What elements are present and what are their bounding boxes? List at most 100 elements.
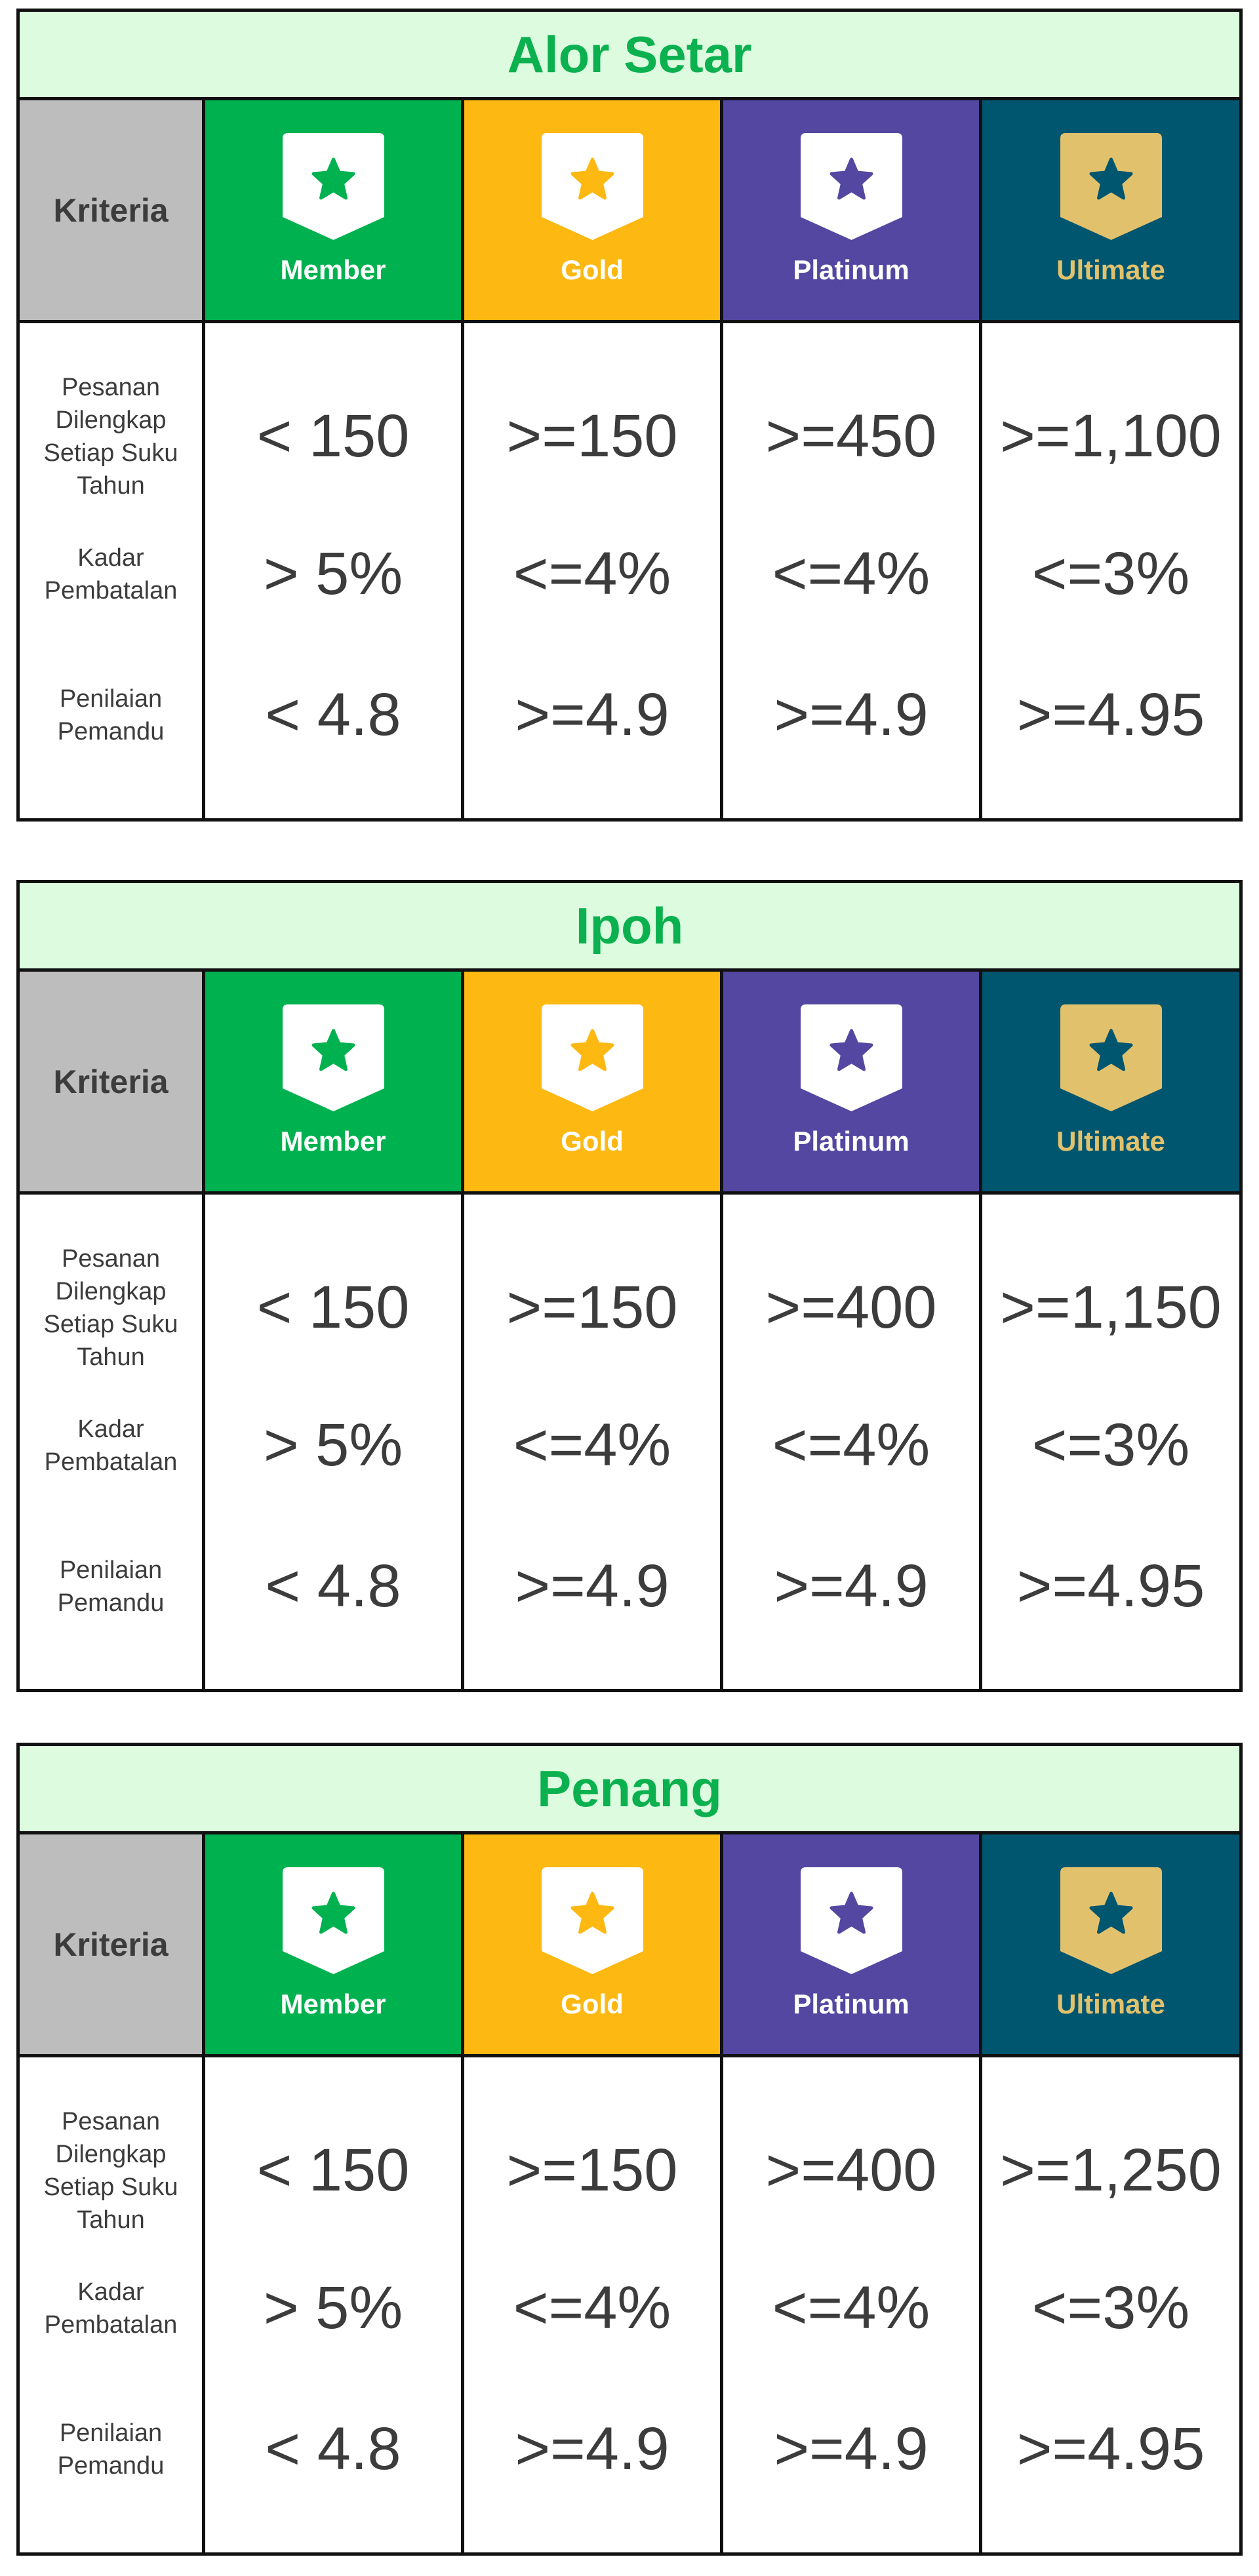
criterion-cancel: Kadar Pembatalan (20, 2238, 202, 2379)
star-shield-icon (541, 1867, 643, 1974)
criterion-rating: Penilaian Pemandu (20, 2379, 202, 2520)
rating-value: >=4.9 (774, 681, 929, 748)
star-shield-icon (800, 1867, 902, 1974)
tier-header-ultimate: Ultimate (982, 972, 1239, 1191)
orders-value: < 150 (256, 1274, 410, 1341)
criterion-orders-line: Pesanan (61, 373, 160, 401)
orders-value: >=150 (506, 2137, 678, 2204)
values-member: < 150 > 5% < 4.8 (205, 2057, 464, 2552)
tier-name-ultimate: Ultimate (1056, 1126, 1165, 1157)
criterion-orders: Pesanan Dilengkap Setiap Suku Tahun (20, 2097, 202, 2238)
orders-value: >=1,100 (1000, 403, 1222, 469)
criterion-orders-line: Setiap Suku (43, 1310, 178, 1338)
kriteria-label: Kriteria (53, 1926, 169, 1963)
star-shield-icon (1060, 1004, 1162, 1111)
tier-name-ultimate: Ultimate (1056, 1989, 1165, 2019)
values-platinum: >=400 <=4% >=4.9 (723, 2057, 982, 2552)
values-gold: >=150 <=4% >=4.9 (464, 1195, 723, 1689)
region-title-bar: Alor Setar (20, 12, 1239, 100)
tier-table: Kriteria Member Gold (20, 972, 1239, 1689)
cancel-rate-value: <=4% (513, 1412, 671, 1478)
criterion-orders-line: Setiap Suku (43, 439, 178, 467)
tier-header-ultimate: Ultimate (982, 100, 1239, 320)
cancel-rate-value: > 5% (263, 2274, 403, 2341)
criteria-body-row: Pesanan Dilengkap Setiap Suku Tahun Kada… (20, 1195, 1239, 1689)
header-row: Kriteria Member Gold (20, 972, 1239, 1195)
tier-name-platinum: Platinum (793, 254, 909, 285)
region-title-bar: Penang (20, 1746, 1239, 1834)
values-gold: >=150 <=4% >=4.9 (464, 2057, 723, 2552)
criterion-orders-line: Dilengkap (55, 2140, 167, 2168)
star-shield-icon (282, 1004, 384, 1111)
rating-value: >=4.9 (515, 2415, 669, 2482)
rating-value: < 4.8 (265, 681, 401, 748)
rating-value: >=4.9 (774, 1553, 929, 1619)
criterion-orders: Pesanan Dilengkap Setiap Suku Tahun (20, 1234, 202, 1375)
star-shield-icon (800, 133, 902, 240)
star-shield-icon (541, 133, 643, 240)
criterion-orders-line: Pesanan (61, 2107, 160, 2135)
orders-value: >=400 (765, 1274, 937, 1341)
criterion-orders-line: Dilengkap (55, 406, 167, 434)
tier-header-member: Member (205, 100, 464, 320)
orders-value: < 150 (256, 403, 410, 469)
cancel-rate-value: <=4% (772, 2274, 930, 2341)
orders-value: < 150 (256, 2137, 410, 2204)
criterion-cancel: Kadar Pembatalan (20, 1375, 202, 1516)
rating-value: >=4.9 (515, 1553, 669, 1619)
criteria-labels: Pesanan Dilengkap Setiap Suku Tahun Kada… (20, 2057, 205, 2552)
tier-name-gold: Gold (561, 1126, 624, 1157)
criterion-rating-line: Penilaian (59, 684, 163, 713)
criterion-rating-line: Penilaian (59, 2419, 163, 2447)
criterion-cancel-line: Pembatalan (44, 2310, 178, 2339)
kriteria-label: Kriteria (53, 1063, 169, 1100)
tier-table: Kriteria Member Gold (20, 1834, 1239, 2552)
region-title: Ipoh (575, 896, 684, 955)
criterion-orders-line: Tahun (77, 1343, 145, 1371)
star-shield-icon (1060, 1867, 1162, 1974)
tier-header-gold: Gold (464, 100, 723, 320)
criterion-orders: Pesanan Dilengkap Setiap Suku Tahun (20, 363, 202, 504)
rating-value: >=4.95 (1016, 2415, 1205, 2482)
orders-value: >=400 (765, 2137, 937, 2204)
orders-value: >=150 (506, 403, 678, 469)
criterion-orders-line: Tahun (77, 2206, 145, 2234)
header-row: Kriteria Member Gold (20, 100, 1239, 323)
region-title: Penang (537, 1759, 722, 1817)
criteria-body-row: Pesanan Dilengkap Setiap Suku Tahun Kada… (20, 2057, 1239, 2552)
tier-name-member: Member (280, 1989, 386, 2019)
tier-name-platinum: Platinum (793, 1989, 909, 2019)
criterion-cancel: Kadar Pembatalan (20, 504, 202, 644)
cancel-rate-value: > 5% (263, 1412, 403, 1478)
tier-header-platinum: Platinum (723, 100, 982, 320)
cancel-rate-value: > 5% (263, 540, 403, 607)
criterion-cancel-line: Kadar (77, 1415, 144, 1443)
tier-name-member: Member (280, 1126, 386, 1157)
criterion-rating: Penilaian Pemandu (20, 644, 202, 785)
star-shield-icon (282, 1867, 384, 1974)
criteria-labels: Pesanan Dilengkap Setiap Suku Tahun Kada… (20, 1195, 205, 1689)
rating-value: >=4.95 (1016, 681, 1205, 748)
cancel-rate-value: <=3% (1031, 1412, 1190, 1478)
star-shield-icon (800, 1004, 902, 1111)
criterion-orders-line: Dilengkap (55, 1277, 167, 1305)
criterion-cancel-line: Pembatalan (44, 1448, 178, 1476)
rating-value: < 4.8 (265, 1553, 401, 1619)
values-ultimate: >=1,100 <=3% >=4.95 (982, 323, 1239, 818)
tier-header-gold: Gold (464, 1834, 723, 2054)
tier-name-platinum: Platinum (793, 1126, 909, 1157)
tier-header-member: Member (205, 972, 464, 1191)
kriteria-header-cell: Kriteria (20, 1834, 205, 2054)
cancel-rate-value: <=4% (513, 2274, 671, 2341)
kriteria-header-cell: Kriteria (20, 100, 205, 320)
star-shield-icon (541, 1004, 643, 1111)
tier-name-gold: Gold (561, 1989, 624, 2019)
criterion-rating-line: Penilaian (59, 1556, 163, 1584)
region-table-alor-setar: Alor Setar Kriteria Member Gold (16, 9, 1243, 822)
criterion-cancel-line: Kadar (77, 544, 144, 572)
star-shield-icon (282, 133, 384, 240)
tier-header-member: Member (205, 1834, 464, 2054)
tier-header-platinum: Platinum (723, 1834, 982, 2054)
region-table-penang: Penang Kriteria Member Gold (16, 1743, 1243, 2556)
kriteria-header-cell: Kriteria (20, 972, 205, 1191)
